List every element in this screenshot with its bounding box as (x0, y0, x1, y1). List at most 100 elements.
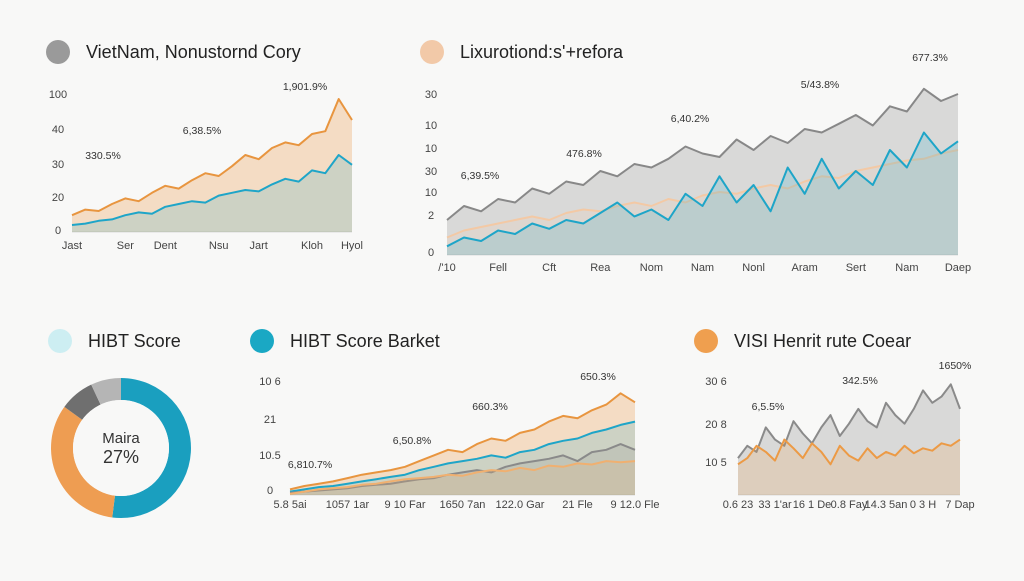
donut-slice (112, 378, 191, 518)
chart-icon (46, 40, 70, 64)
annotation: 6,810.7% (288, 459, 332, 471)
y-tick-label: 30 (425, 166, 437, 178)
donut-slice (91, 378, 121, 405)
chart-title: Lixurotiond:s'+refora (460, 42, 624, 62)
chart-title: HIBT Score Barket (290, 331, 440, 351)
chart-title: VISI Henrit rute Coear (734, 331, 911, 351)
x-tick-label: 14.3 5an (865, 499, 908, 511)
annotation: 6,40.2% (671, 113, 710, 125)
chart-icon (694, 329, 718, 353)
annotation: 330.5% (85, 150, 121, 162)
y-tick-label: 10.5 (259, 450, 280, 462)
annotation: 6,39.5% (461, 170, 500, 182)
series-area (738, 384, 960, 495)
series-area (447, 132, 958, 255)
x-tick-label: Rea (590, 262, 611, 274)
y-tick-label: 2 (428, 210, 434, 222)
y-tick-label: 0 (267, 485, 273, 497)
donut-label: Maira (102, 430, 140, 447)
y-tick-label: 100 (49, 89, 67, 101)
chart-icon (48, 329, 72, 353)
series-area (290, 393, 635, 495)
x-tick-label: Sert (846, 262, 866, 274)
x-tick-label: Nam (691, 262, 714, 274)
y-tick-label: 10 (425, 143, 437, 155)
x-tick-label: Nom (640, 262, 663, 274)
x-tick-label: 5.8 5ai (273, 499, 306, 511)
x-tick-label: 0.8 Fay (831, 499, 868, 511)
x-tick-label: 9 12.0 Fle (611, 499, 660, 511)
x-tick-label: 9 10 Far (385, 499, 426, 511)
chart-title: VietNam, Nonustornd Cory (86, 42, 301, 62)
y-tick-label: 0 (55, 225, 61, 237)
chart-icon (420, 40, 444, 64)
annotation: 650.3% (580, 371, 616, 383)
x-tick-label: Nonl (742, 262, 765, 274)
donut-value: 27% (103, 447, 139, 467)
series-line (289, 420, 636, 493)
series-area (738, 439, 960, 495)
series-area (72, 99, 352, 232)
x-tick-label: Fell (489, 262, 507, 274)
x-tick-label: 16 1 De (793, 499, 832, 511)
x-tick-label: 0 3 H (910, 499, 936, 511)
series-line (71, 154, 353, 226)
series-area (290, 444, 635, 495)
x-tick-label: Nsu (209, 240, 229, 252)
x-tick-label: Daep (945, 262, 971, 274)
y-tick-label: 30 6 (705, 376, 726, 388)
x-tick-label: 33 1'ar (758, 499, 792, 511)
annotation: 476.8% (566, 148, 602, 160)
chart-icon (250, 329, 274, 353)
chart-panel: Lixurotiond:s'+refora 30 10 10 30 10 2 0 /'10 Fel… (420, 40, 971, 274)
y-tick-label: 20 8 (705, 419, 726, 431)
annotation: 6,50.8% (393, 435, 432, 447)
x-tick-label: 21 Fle (562, 499, 593, 511)
chart-panel: HIBT Score Barket 10 6 21 10.5 05.8 5ai 1057 … (250, 329, 659, 511)
y-tick-label: 40 (52, 124, 64, 136)
annotation: 6,5.5% (752, 401, 785, 413)
y-tick-label: 21 (264, 414, 276, 426)
annotation: 6,38.5% (183, 125, 222, 137)
series-area (447, 88, 958, 255)
x-tick-label: Kloh (301, 240, 323, 252)
y-tick-label: 10 5 (705, 457, 726, 469)
x-tick-label: Nam (895, 262, 918, 274)
y-tick-label: 20 (52, 192, 64, 204)
x-tick-label: /'10 (438, 262, 455, 274)
x-tick-label: 0.6 23 (723, 499, 754, 511)
series-line (289, 443, 636, 494)
x-tick-label: 7 Dap (945, 499, 974, 511)
donut-slice (64, 384, 101, 420)
y-tick-label: 30 (52, 159, 64, 171)
y-tick-label: 30 (425, 89, 437, 101)
series-line (446, 131, 959, 248)
series-area (290, 421, 635, 495)
annotation: 342.5% (842, 375, 878, 387)
x-tick-label: Cft (542, 262, 556, 274)
y-tick-label: 0 (428, 247, 434, 259)
series-line (446, 149, 959, 239)
x-tick-label: Hyol (341, 240, 363, 252)
x-tick-label: Ser (117, 240, 134, 252)
series-line (446, 87, 959, 221)
y-tick-label: 10 6 (259, 376, 280, 388)
x-tick-label: Dent (154, 240, 177, 252)
annotation: 1650% (939, 360, 972, 372)
y-tick-label: 10 (425, 120, 437, 132)
chart-title: HIBT Score (88, 331, 181, 351)
series-line (737, 438, 961, 466)
donut-hole (73, 400, 169, 496)
y-tick-label: 10 (425, 187, 437, 199)
donut-slice (51, 406, 115, 518)
x-tick-label: 122.0 Gar (496, 499, 545, 511)
series-line (289, 460, 636, 495)
annotation: 677.3% (912, 52, 948, 64)
x-tick-label: Jast (62, 240, 82, 252)
annotation: 1,901.9% (283, 81, 327, 93)
chart-panel: VISI Henrit rute Coear 30 6 20 8 10 5 0.6 23… (694, 329, 975, 511)
series-area (447, 150, 958, 255)
